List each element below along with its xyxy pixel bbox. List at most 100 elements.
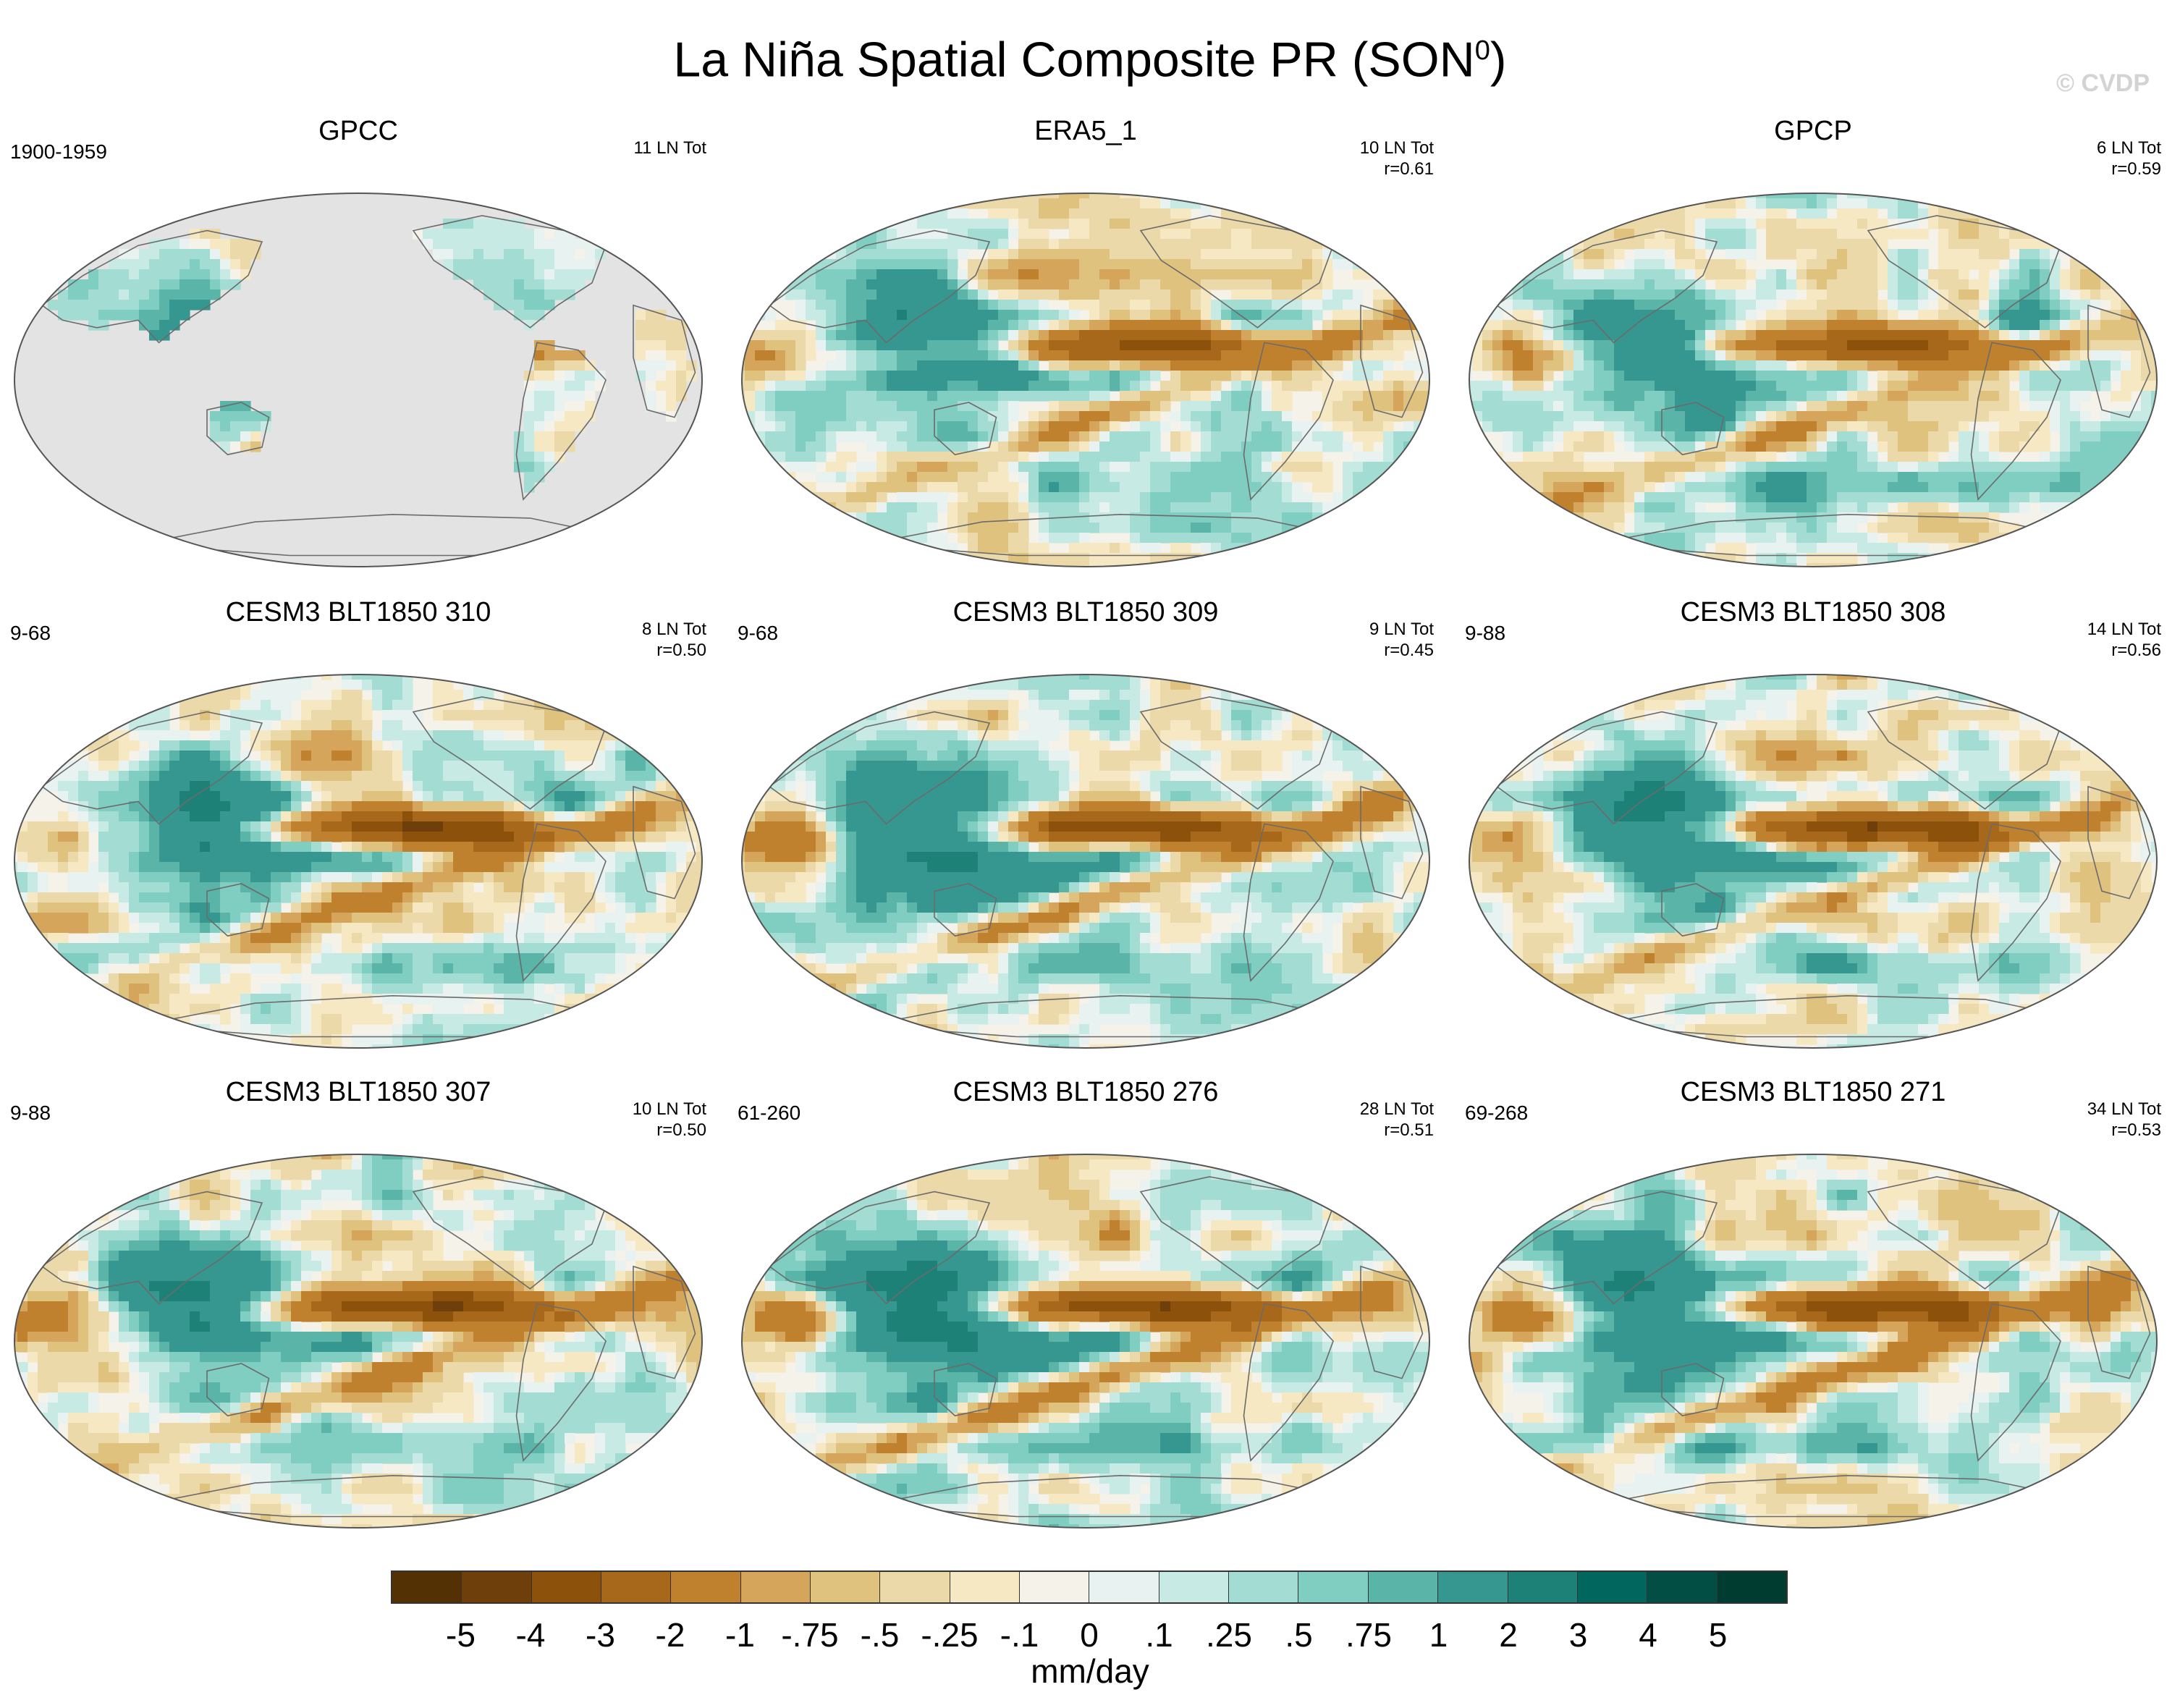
map-cell	[1343, 421, 1353, 432]
map-cell	[1262, 502, 1272, 513]
map-cell	[1898, 289, 1909, 300]
map-cell	[1482, 300, 1493, 310]
map-cell	[1383, 563, 1394, 567]
map-cell	[2060, 310, 2071, 321]
map-cell	[1039, 523, 1049, 533]
map-cell	[1969, 462, 1980, 473]
map-cell	[826, 401, 837, 412]
map-cell	[534, 421, 545, 432]
map-cell	[2121, 330, 2132, 341]
map-cell	[1393, 208, 1404, 219]
map-cell	[514, 249, 525, 260]
map-cell	[646, 381, 656, 392]
map-cell	[1685, 219, 1696, 229]
map-cell	[1251, 310, 1262, 321]
map-cell	[2060, 441, 2071, 452]
map-cell	[1695, 249, 1706, 260]
map-cell	[1110, 441, 1120, 452]
map-cell	[1383, 441, 1394, 452]
map-cell	[1827, 462, 1838, 473]
map-cell	[1393, 300, 1404, 310]
map-cell	[988, 381, 999, 392]
map-cell	[210, 229, 221, 240]
map-cell	[795, 421, 806, 432]
map-cell	[1079, 553, 1090, 564]
map-cell	[988, 320, 999, 331]
map-cell	[1282, 502, 1293, 513]
map-cell	[1644, 391, 1655, 402]
map-cell	[1251, 523, 1262, 533]
map-cell	[1180, 360, 1191, 371]
map-cell	[1322, 350, 1333, 361]
map-cell	[565, 279, 575, 290]
map-cell	[2009, 340, 2020, 351]
map-cell	[676, 330, 687, 341]
map-cell	[1492, 411, 1503, 422]
map-cell	[836, 219, 847, 229]
map-cell	[1624, 300, 1635, 310]
map-cell	[1807, 360, 1817, 371]
map-cell	[2050, 371, 2061, 381]
map-cell	[1786, 300, 1797, 310]
map-cell	[947, 482, 958, 493]
map-cell	[1292, 350, 1303, 361]
map-cell	[1170, 229, 1181, 240]
map-cell	[856, 360, 867, 371]
map-cell	[947, 371, 958, 381]
map-cell	[1736, 360, 1746, 371]
map-cell	[947, 320, 958, 331]
map-cell	[876, 492, 887, 503]
map-cell	[1776, 198, 1787, 209]
map-cell	[998, 401, 1009, 412]
map-cell	[1807, 421, 1817, 432]
map-cell	[1715, 330, 1726, 341]
map-cell	[1160, 381, 1171, 392]
map-cell	[1039, 533, 1049, 544]
map-cell	[1807, 472, 1817, 483]
map-cell	[1312, 381, 1323, 392]
map-cell	[1160, 563, 1171, 567]
map-cell	[937, 563, 948, 567]
map-cell	[1201, 452, 1212, 462]
map-cell	[230, 431, 241, 442]
map-cell	[1251, 391, 1262, 402]
map-cell	[1241, 350, 1252, 361]
map-cell	[1312, 249, 1323, 260]
map-cell	[968, 391, 979, 402]
map-cell	[1513, 300, 1524, 310]
map-cell	[1282, 259, 1293, 270]
map-cell	[1322, 472, 1333, 483]
map-cell	[1634, 239, 1645, 250]
map-cell	[1343, 239, 1353, 250]
map-cell	[1908, 452, 1919, 462]
map-cell	[585, 269, 596, 280]
map-cell	[1908, 300, 1919, 310]
map-cell	[1434, 431, 1437, 442]
map-cell	[1928, 431, 1939, 442]
map-cell	[1888, 310, 1898, 321]
map-cell	[2080, 452, 2091, 462]
map-cell	[1049, 401, 1060, 412]
map-cell	[1817, 462, 1828, 473]
map-cell	[1089, 563, 1100, 567]
map-cell	[866, 219, 877, 229]
map-cell	[2009, 229, 2020, 240]
map-cell	[1434, 259, 1437, 270]
map-cell	[1766, 219, 1777, 229]
map-cell	[1827, 300, 1838, 310]
map-cell	[958, 350, 968, 361]
map-cell	[1999, 320, 2010, 331]
map-cell	[1322, 360, 1333, 371]
map-cell	[907, 452, 918, 462]
map-cell	[2019, 198, 2030, 209]
map-cell	[937, 472, 948, 483]
map-cell	[1746, 431, 1757, 442]
map-cell	[1624, 472, 1635, 483]
map-cell	[1059, 381, 1070, 392]
map-cell	[1343, 198, 1353, 209]
map-cell	[2040, 441, 2050, 452]
map-cell	[1857, 219, 1868, 229]
map-cell	[907, 401, 918, 412]
map-cell	[1292, 452, 1303, 462]
map-cell	[1746, 472, 1757, 483]
